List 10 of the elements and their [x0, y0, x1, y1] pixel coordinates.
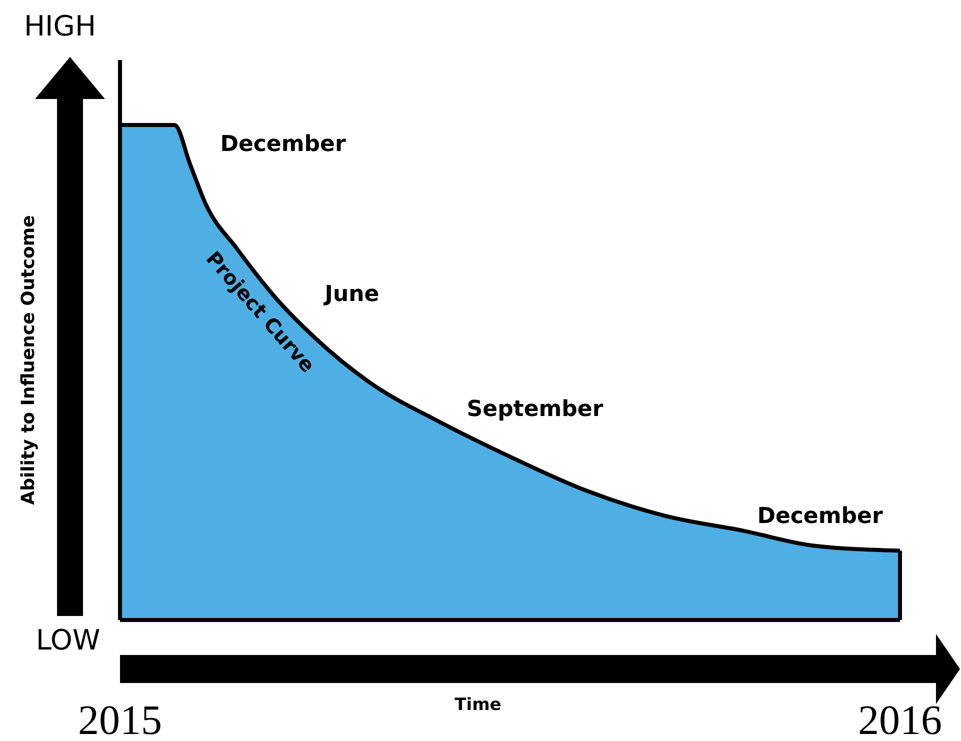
annotation: September	[466, 397, 604, 422]
annotation: December	[757, 504, 883, 530]
y-axis-title: Ability to Influence Outcome	[18, 215, 39, 505]
x-tick-label: 2016	[858, 698, 942, 741]
annotation: June	[322, 282, 380, 308]
annotation: December	[220, 132, 346, 158]
x-tick-label: 2015	[78, 698, 162, 741]
x-axis-title: Time	[454, 695, 502, 715]
text: LOW	[36, 624, 100, 657]
text: HIGH	[24, 10, 96, 43]
